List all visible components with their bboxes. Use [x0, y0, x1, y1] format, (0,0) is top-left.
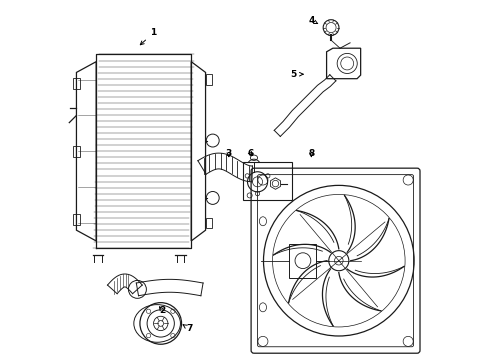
- Text: 2: 2: [159, 306, 166, 315]
- Bar: [243, 162, 292, 200]
- Text: 1: 1: [140, 28, 157, 45]
- Bar: [290, 244, 317, 278]
- Text: 5: 5: [290, 70, 303, 79]
- Text: 4: 4: [308, 16, 318, 25]
- Text: 7: 7: [183, 324, 193, 333]
- Text: 6: 6: [247, 149, 253, 158]
- Text: 3: 3: [226, 149, 232, 158]
- Text: 8: 8: [308, 149, 315, 158]
